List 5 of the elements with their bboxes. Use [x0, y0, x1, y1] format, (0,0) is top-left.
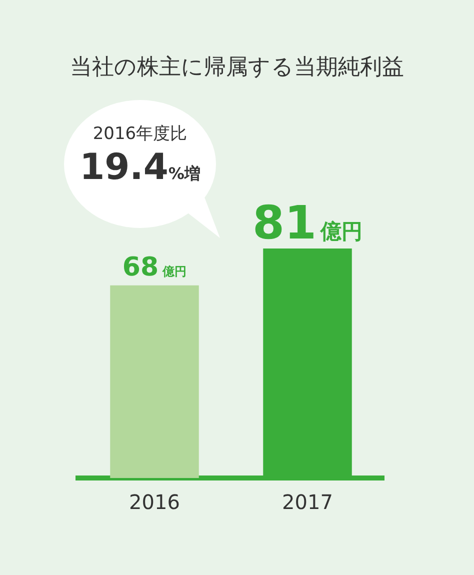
x-tick-label: 2016	[129, 490, 180, 514]
chart-title: 当社の株主に帰属する当期純利益	[69, 54, 405, 82]
text: 19.4%増	[80, 147, 200, 188]
text: 2016年度比	[92, 123, 188, 145]
x-tick-label: 2017	[282, 490, 333, 514]
